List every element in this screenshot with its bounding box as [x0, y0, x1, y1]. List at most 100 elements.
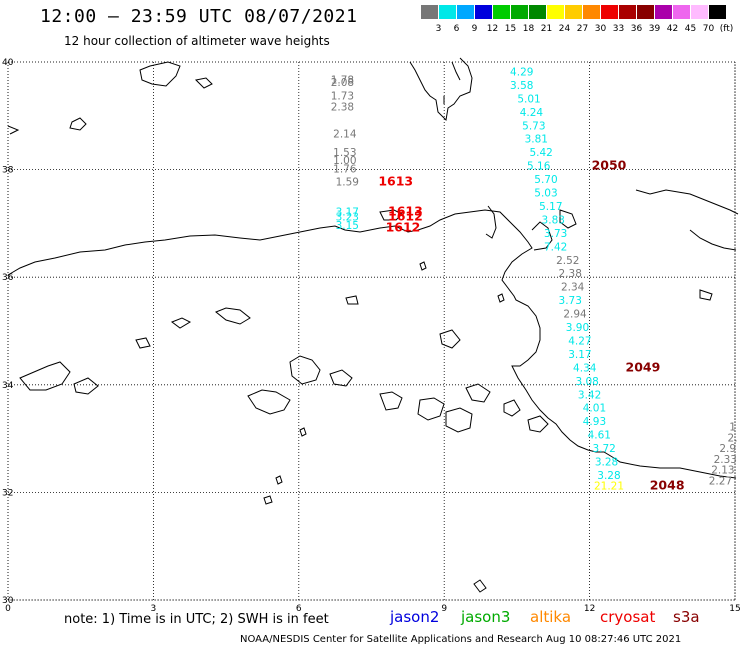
wave-height-value: 5.42: [529, 147, 552, 159]
wave-height-value: 1.59: [336, 177, 359, 189]
legend-swatch: [475, 5, 492, 19]
wave-height-value: 3.28: [597, 470, 620, 482]
wave-height-value: 4.01: [583, 403, 606, 415]
wave-height-value: 3.83: [542, 214, 565, 226]
wave-height-value: 2.38: [559, 268, 582, 280]
pass-number-label: 1613: [388, 203, 423, 218]
map-frame: [7, 61, 736, 601]
lon-tick-label: 3: [151, 604, 157, 614]
wave-height-value: 3.73: [559, 295, 582, 307]
pass-number-label: 1612: [388, 209, 423, 224]
legend-label: 30: [594, 24, 607, 34]
wave-height-value: 1.76: [333, 163, 357, 175]
credit-line: NOAA/NESDIS Center for Satellite Applica…: [240, 634, 682, 645]
wave-height-value: 2.94: [563, 309, 587, 321]
legend-swatch: [421, 5, 438, 19]
wave-height-value: 5.73: [522, 120, 545, 132]
pass-number-label: 2049: [626, 359, 661, 374]
legend-swatch: [565, 5, 582, 19]
satellite-jason2: jason2: [390, 608, 440, 626]
legend-label: 27: [576, 24, 589, 34]
lon-tick-label: 9: [441, 604, 447, 614]
wave-height-value: 1: [729, 422, 736, 434]
wave-height-value: 4.34: [573, 362, 597, 374]
wave-height-value: 1.78: [331, 75, 354, 87]
legend-label: 3: [435, 24, 442, 34]
legend-label: 42: [666, 24, 679, 34]
lat-lon-grid: [7, 61, 736, 601]
wave-height-value: 1.73: [331, 91, 354, 103]
wave-height-value: 2.52: [556, 255, 579, 267]
wave-height-value: 3.90: [566, 322, 589, 334]
lon-tick-label: 12: [584, 604, 595, 614]
wave-height-value: 4.29: [510, 66, 533, 78]
wave-height-value: 5.16: [527, 161, 551, 173]
lat-tick-label: 36: [2, 273, 14, 283]
wave-height-value: 2.33: [714, 454, 737, 466]
satellite-cryosat: cryosat: [600, 608, 656, 626]
wave-height-value: 2.13: [711, 465, 734, 477]
legend-swatch: [709, 5, 726, 19]
lon-tick-label: 15: [729, 604, 740, 614]
legend-swatch: [673, 5, 690, 19]
legend-label: 9: [471, 24, 478, 34]
wave-height-value: 4.61: [588, 430, 611, 442]
wave-height-value: 21.21: [594, 481, 624, 493]
legend-swatch: [511, 5, 528, 19]
coastlines: [7, 57, 739, 593]
satellite-altika: altika: [530, 608, 572, 626]
page-subtitle: 12 hour collection of altimeter wave hei…: [64, 34, 330, 48]
wave-height-value: 1.00: [333, 155, 356, 167]
wave-height-value: 7.42: [544, 241, 567, 253]
legend-swatch: [637, 5, 654, 19]
wave-height-value: 3.42: [578, 389, 601, 401]
lon-tick-label: 0: [5, 604, 11, 614]
legend-swatch: [547, 5, 564, 19]
legend-swatch: [691, 5, 708, 19]
wave-height-value: 3.58: [510, 80, 533, 92]
wave-height-value: 2.34: [561, 282, 585, 294]
wave-height-value: 3.23: [336, 212, 359, 224]
legend-label: 15: [504, 24, 517, 34]
legend-label: 21: [540, 24, 553, 34]
page-title: 12:00 – 23:59 UTC 08/07/2021: [40, 6, 358, 27]
wave-height-value: 3.28: [595, 457, 618, 469]
wave-height-value: 2.14: [333, 128, 357, 140]
legend-swatch: [583, 5, 600, 19]
legend-swatch: [601, 5, 618, 19]
legend-label: 36: [630, 24, 643, 34]
lat-tick-label: 34: [2, 381, 14, 391]
lon-tick-label: 6: [296, 604, 302, 614]
wave-height-value: 3.72: [592, 443, 615, 455]
lat-tick-label: 30: [2, 596, 14, 606]
lat-tick-label: 40: [2, 58, 14, 68]
wave-height-value: 4.24: [520, 107, 544, 119]
legend-label: 6: [453, 24, 460, 34]
wave-height-value: 5.01: [517, 93, 540, 105]
wave-height-value: 2.08: [331, 77, 354, 89]
wave-height-value: 2.: [728, 432, 738, 444]
legend-swatch: [655, 5, 672, 19]
satellite-jason3: jason3: [461, 608, 511, 626]
legend-label: (ft): [719, 24, 734, 34]
legend-label: 70: [702, 24, 715, 34]
legend-label: 12: [486, 24, 499, 34]
wave-height-value: 2.27: [709, 475, 732, 487]
wave-height-value: 3.17: [568, 349, 591, 361]
wave-height-value: 5.03: [534, 188, 557, 200]
wave-height-value: 3.81: [525, 134, 548, 146]
pass-number-label: 2050: [592, 158, 627, 173]
legend-swatch: [457, 5, 474, 19]
legend-swatch: [619, 5, 636, 19]
pass-number-label: 2048: [650, 478, 685, 493]
altimeter-tracks: 4.29 3.585.01 4.245.73 3.815.42 5.165.70 5.03…: [331, 66, 738, 492]
legend-swatch: [439, 5, 456, 19]
legend-label: 24: [558, 24, 571, 34]
wave-height-value: 4.27: [568, 335, 591, 347]
satellite-s3a: s3a: [673, 608, 700, 626]
wave-height-value: 5.70: [534, 174, 557, 186]
wave-height-value: 5.17: [539, 201, 562, 213]
